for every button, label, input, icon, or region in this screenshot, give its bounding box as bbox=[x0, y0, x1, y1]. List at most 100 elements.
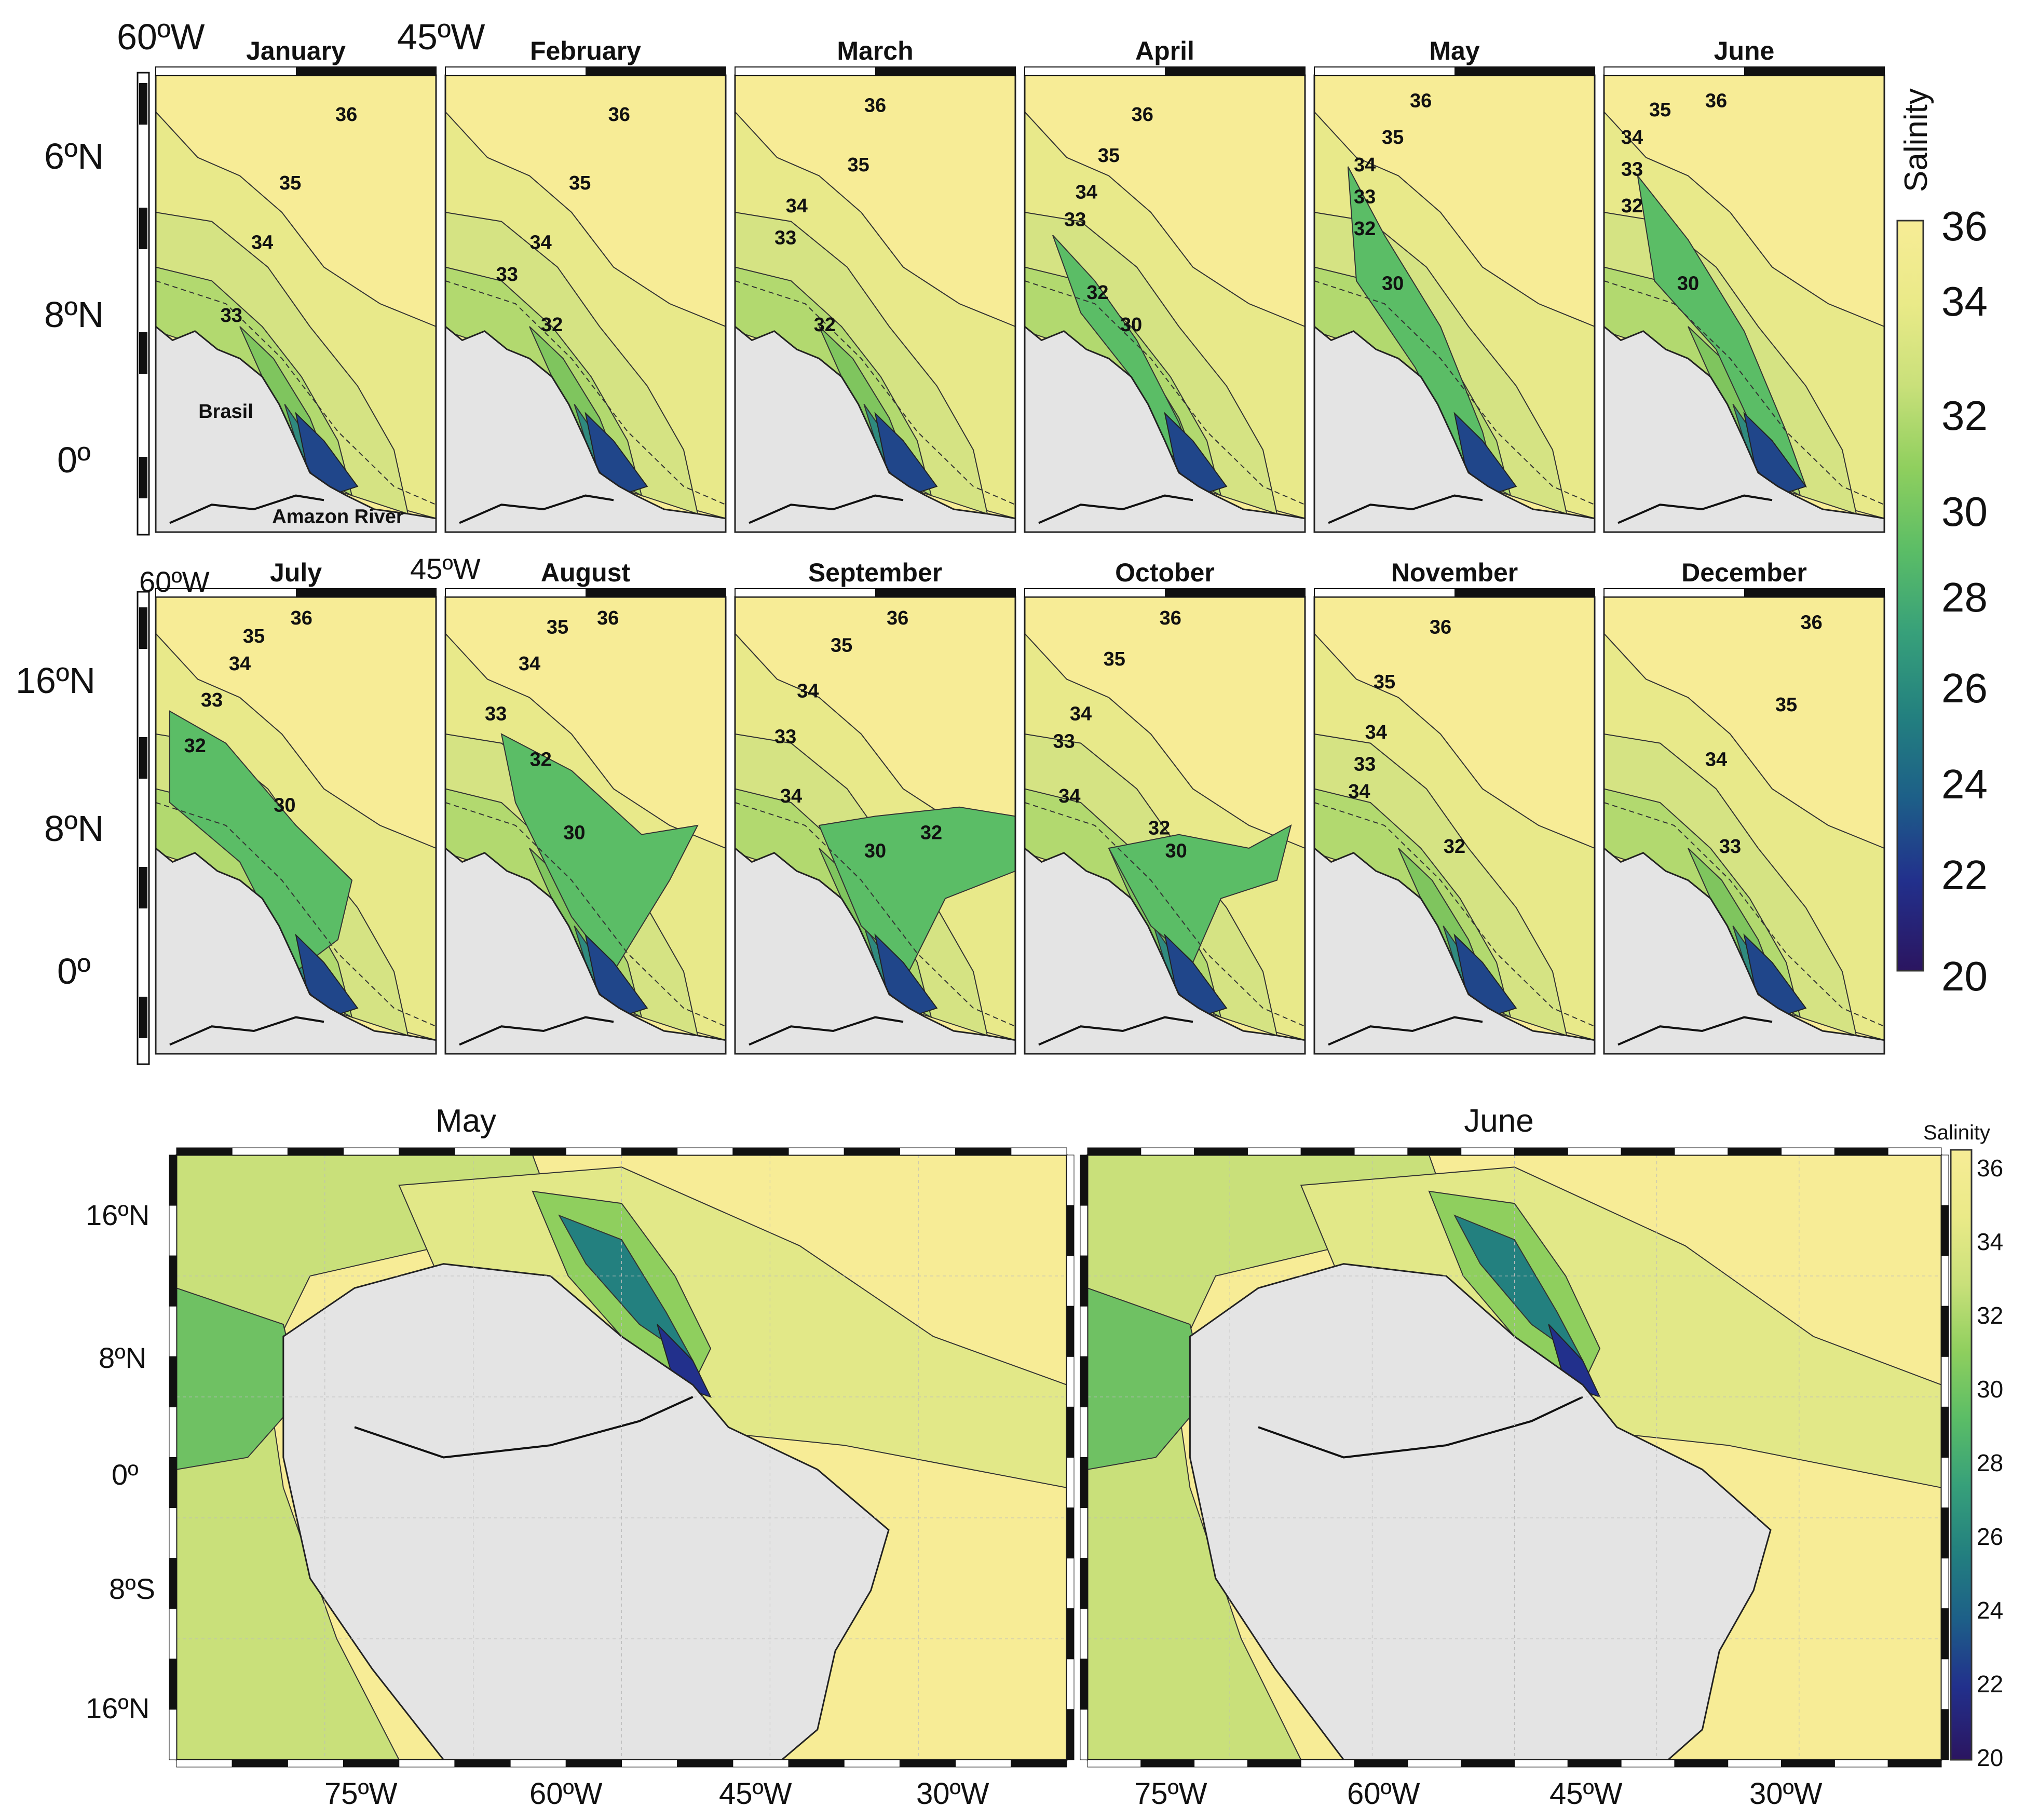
left-checker bbox=[1080, 1205, 1088, 1256]
contour-label: 33 bbox=[1719, 836, 1741, 858]
colorbar-bottom-tick: 36 bbox=[1977, 1155, 2003, 1181]
left-lon-75w: 75ºW bbox=[324, 1777, 398, 1811]
colorbar-top: Salinity 36 34 32 30 28 26 24 22 20 bbox=[1896, 88, 1988, 999]
row1-lat-label-1: 6ºN bbox=[44, 136, 104, 176]
right-checker bbox=[1066, 1356, 1075, 1407]
contour-label: 36 bbox=[1132, 104, 1153, 126]
right-checker bbox=[1066, 1507, 1075, 1559]
contour-label: 34 bbox=[251, 232, 273, 253]
panel-title: April bbox=[1135, 36, 1194, 65]
contour-label: 34 bbox=[1348, 781, 1370, 803]
colorbar-top-tick: 36 bbox=[1941, 203, 1988, 249]
row-frame-ticks bbox=[139, 83, 147, 1038]
river-line bbox=[1038, 1016, 1193, 1046]
contour-label: 36 bbox=[291, 607, 312, 629]
shelf-break-dashed bbox=[1314, 802, 1595, 1027]
contour-label: 30 bbox=[1165, 840, 1187, 862]
right-checker bbox=[1941, 1507, 1949, 1559]
bottom-lat-8n: 8ºN bbox=[99, 1341, 146, 1374]
bottom-checker bbox=[677, 1759, 733, 1768]
bottom-checker bbox=[1300, 1759, 1355, 1768]
contour-label: 30 bbox=[274, 795, 295, 817]
left-checker bbox=[1080, 1558, 1088, 1609]
contour-label: 34 bbox=[229, 653, 251, 675]
contour-label: 32 bbox=[814, 314, 836, 336]
contour-label: 33 bbox=[485, 703, 507, 725]
colorbar-top-tick: 22 bbox=[1941, 852, 1988, 898]
plume-core bbox=[295, 933, 359, 1018]
contour-label: 33 bbox=[496, 264, 518, 286]
bottom-checker bbox=[844, 1759, 900, 1768]
panel-title: November bbox=[1391, 558, 1518, 587]
bottom-checker bbox=[454, 1759, 511, 1768]
contour-label: 35 bbox=[1374, 671, 1395, 693]
panel-title: October bbox=[1115, 558, 1215, 587]
contour-label: 35 bbox=[1775, 694, 1797, 716]
bottom-checker bbox=[287, 1759, 344, 1768]
panel-title: June bbox=[1714, 36, 1775, 65]
basin-map-may: May bbox=[169, 1103, 1075, 1768]
contour-label: 36 bbox=[1410, 90, 1432, 112]
panel-july: July 36 35 34 33 32 30 bbox=[155, 558, 437, 1055]
contour-label: 33 bbox=[201, 689, 223, 711]
contour-label: 30 bbox=[563, 822, 585, 844]
top-checker bbox=[1728, 1147, 1782, 1156]
shelf-break-dashed bbox=[1024, 280, 1306, 506]
contour-label: 30 bbox=[864, 840, 886, 862]
colorbar-bottom-gradient bbox=[1950, 1149, 1973, 1761]
bottom-checker bbox=[1140, 1759, 1195, 1768]
bottom-checker bbox=[510, 1759, 566, 1768]
top-checker bbox=[1781, 1147, 1835, 1156]
contour-label: 33 bbox=[774, 726, 796, 748]
top-checker bbox=[287, 1147, 344, 1156]
colorbar-top-tick: 20 bbox=[1941, 953, 1988, 999]
panel-may: May 36 35 34 33 32 30 bbox=[1313, 36, 1596, 533]
south-america-land bbox=[282, 1263, 890, 1761]
contour-label: 32 bbox=[1444, 836, 1465, 858]
left-lon-30w: 30ºW bbox=[916, 1777, 989, 1811]
contour-label: 33 bbox=[1053, 730, 1075, 752]
amazon-river bbox=[354, 1396, 694, 1459]
colorbar-bottom-tick: 32 bbox=[1977, 1302, 2003, 1329]
row2-left-frame bbox=[137, 591, 150, 1065]
row1-lat-label-3: 0º bbox=[57, 440, 91, 480]
bottom-checker bbox=[1567, 1759, 1622, 1768]
right-checker bbox=[1066, 1709, 1075, 1760]
contour-label: 36 bbox=[1800, 612, 1822, 634]
right-checker bbox=[1941, 1306, 1949, 1357]
panel-scale-bar-dark bbox=[586, 589, 726, 597]
river-line bbox=[1617, 494, 1773, 524]
right-checker bbox=[1941, 1205, 1949, 1256]
contour-label: 32 bbox=[541, 314, 563, 336]
contour-label: 34 bbox=[1058, 785, 1080, 807]
bottom-checker bbox=[565, 1759, 622, 1768]
contour-label: 32 bbox=[529, 749, 551, 771]
left-checker bbox=[169, 1659, 177, 1710]
contour-label: 32 bbox=[1354, 218, 1376, 240]
bottom-lat-0: 0º bbox=[112, 1458, 139, 1491]
plume-core bbox=[584, 412, 648, 496]
contour-label: 30 bbox=[1677, 273, 1699, 295]
amazon-river-label: Amazon River bbox=[272, 506, 404, 527]
frame-tick-3 bbox=[139, 457, 147, 498]
panel-march: March 36 35 34 33 32 bbox=[734, 36, 1016, 533]
top-checker bbox=[1354, 1147, 1408, 1156]
right-checker bbox=[1941, 1155, 1949, 1206]
shelf-break-dashed bbox=[155, 802, 437, 1027]
bottom-checker bbox=[1461, 1759, 1515, 1768]
contour-label: 33 bbox=[774, 227, 796, 249]
right-checker bbox=[1941, 1356, 1949, 1407]
river-line bbox=[749, 494, 904, 524]
contour-label: 35 bbox=[1104, 648, 1125, 670]
shelf-break-dashed bbox=[1603, 280, 1885, 506]
contour-label: 32 bbox=[1148, 818, 1170, 839]
contour-label: 32 bbox=[920, 822, 942, 844]
bottom-lat-8s: 8ºS bbox=[109, 1572, 155, 1605]
contour-label: 34 bbox=[519, 653, 540, 675]
plume-band bbox=[169, 710, 353, 973]
contour-label: 36 bbox=[1160, 607, 1181, 629]
basin-map-title: June bbox=[1464, 1103, 1533, 1139]
contour-label: 33 bbox=[1354, 186, 1376, 208]
top-checker bbox=[1887, 1147, 1942, 1156]
contour-label: 34 bbox=[797, 681, 819, 702]
